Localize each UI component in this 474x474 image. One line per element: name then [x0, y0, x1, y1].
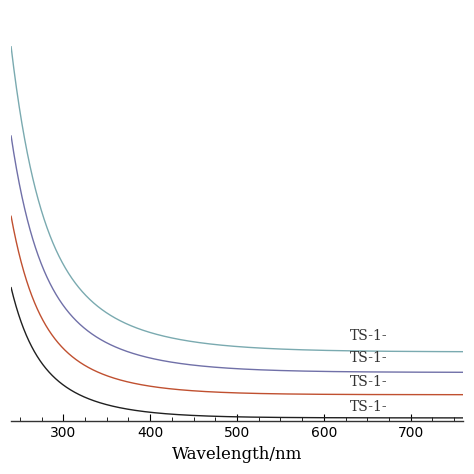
Text: TS-1-: TS-1- [350, 401, 388, 414]
X-axis label: Wavelength/nm: Wavelength/nm [172, 446, 302, 463]
Text: TS-1-: TS-1- [350, 351, 388, 365]
Text: TS-1-: TS-1- [350, 375, 388, 389]
Text: TS-1-: TS-1- [350, 329, 388, 343]
